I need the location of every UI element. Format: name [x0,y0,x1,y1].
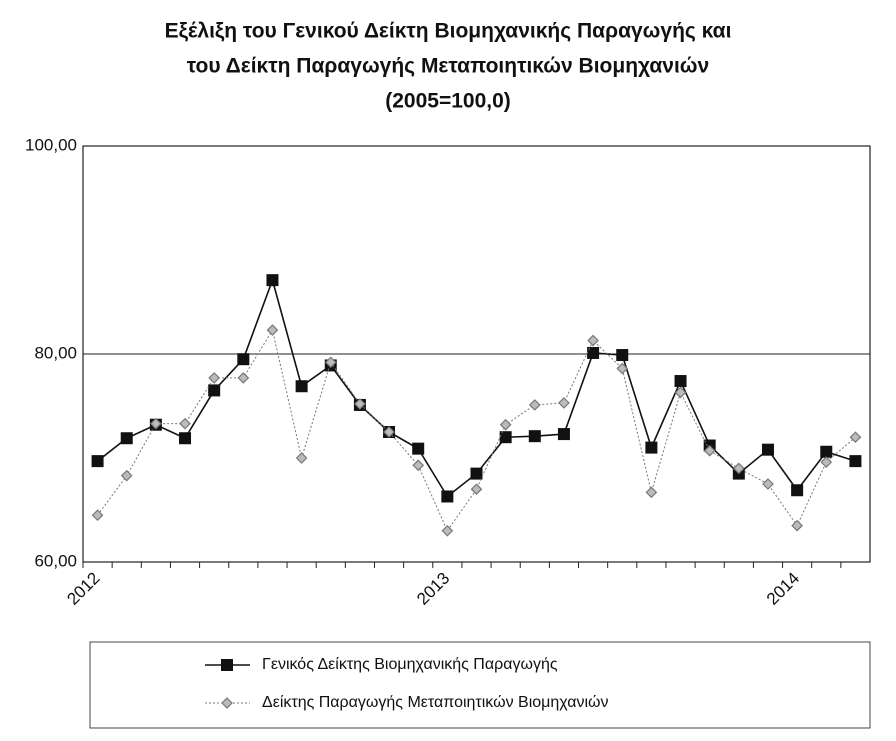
data-point [528,430,541,443]
data-point [295,452,308,464]
data-point [237,353,250,366]
data-point [703,444,716,457]
legend-marker [221,659,233,671]
data-point [120,432,133,445]
series-line [97,328,856,532]
data-point [120,469,133,482]
data-point [645,486,658,499]
data-point [528,399,541,411]
data-point [266,324,279,336]
data-point [587,334,599,347]
data-point [237,372,250,384]
data-point [91,509,104,522]
data-point [266,274,279,287]
data-point [761,443,774,456]
data-point [441,524,454,537]
data-point [791,484,804,497]
chart-title: του Δείκτη Παραγωγής Μεταποιητικών Βιομη… [187,55,709,78]
data-point [674,375,687,388]
data-point [383,426,395,438]
y-tick-label: 80,00 [34,343,77,362]
data-point [179,432,192,445]
data-point [470,483,483,496]
data-point [762,478,774,490]
data-point [558,397,570,409]
chart-subtitle: (2005=100,0) [385,90,511,113]
y-tick-label: 60,00 [34,551,77,570]
data-point [208,384,221,397]
y-tick-label: 100,00 [25,135,77,154]
data-point [441,490,454,503]
data-point [820,456,833,469]
data-point [587,346,600,359]
data-point [412,459,425,472]
legend-label: Δείκτης Παραγωγής Μεταποιητικών Βιομηχαν… [262,694,609,711]
legend-label: Γενικός Δείκτης Βιομηχανικής Παραγωγής [262,656,558,673]
data-point [645,441,658,454]
data-point [208,372,221,384]
data-point [412,442,425,455]
data-point [616,349,629,362]
data-point [499,418,512,431]
data-point [674,386,687,399]
legend-marker [221,697,233,709]
legend-box [89,641,871,729]
data-point [849,455,862,468]
data-point [499,431,512,444]
data-point [179,417,191,430]
data-point [849,431,862,444]
data-point [295,380,308,393]
data-point [324,356,337,369]
chart-title: Εξέλιξη του Γενικού Δείκτη Βιομηχανικής … [165,20,732,43]
data-point [616,362,629,375]
data-point [470,467,483,480]
data-point [91,455,104,468]
data-point [732,462,745,475]
data-point [791,519,803,532]
data-point [354,398,366,410]
data-point [820,445,833,458]
data-point [150,417,162,430]
data-point [557,428,570,441]
